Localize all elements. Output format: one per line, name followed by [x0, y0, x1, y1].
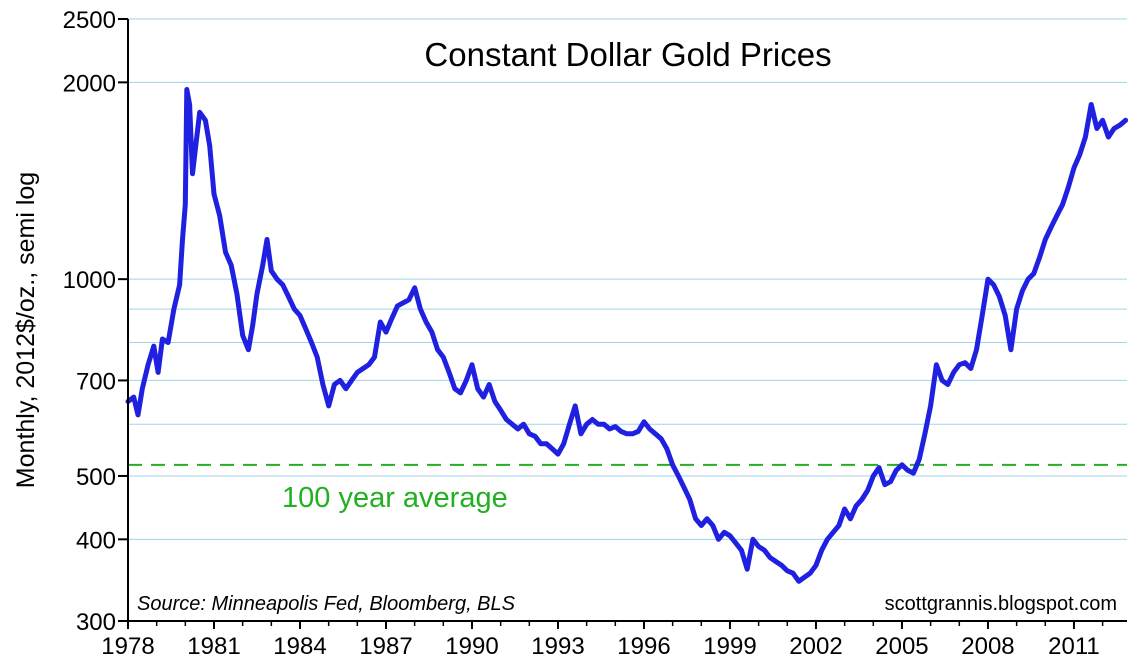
x-tick-label-2005: 2005	[875, 633, 928, 660]
x-tick-label-1978: 1978	[101, 633, 154, 660]
x-tick-label-1996: 1996	[617, 633, 670, 660]
credit-text: scottgrannis.blogspot.com	[885, 593, 1117, 615]
x-tick-label-1993: 1993	[531, 633, 584, 660]
x-tick-label-1981: 1981	[187, 633, 240, 660]
y-tick-label-1000: 1000	[63, 267, 116, 294]
x-tick-label-2008: 2008	[961, 633, 1014, 660]
y-tick-label-700: 700	[76, 368, 116, 395]
x-tick-label-1990: 1990	[445, 633, 498, 660]
y-tick-label-400: 400	[76, 527, 116, 554]
gold-price-line	[125, 87, 1129, 584]
plot-area	[128, 19, 1127, 621]
x-tick-label-2011: 2011	[1048, 633, 1100, 660]
x-tick-label-1984: 1984	[273, 633, 326, 660]
y-axis-label: Monthly, 2012$/oz., semi log	[12, 172, 40, 488]
y-ticks: 300 400 500 700 1000 2000 2500	[63, 7, 128, 636]
y-tick-label-2500: 2500	[63, 7, 116, 34]
source-note: Source: Minneapolis Fed, Bloomberg, BLS	[137, 593, 516, 615]
x-tick-label-1999: 1999	[703, 633, 756, 660]
y-tick-label-500: 500	[76, 464, 116, 491]
reference-line-label: 100 year average	[282, 482, 508, 514]
chart-title: Constant Dollar Gold Prices	[424, 36, 831, 73]
x-ticks: 1978 1981 1984 1987 1990 1993 1996 1999 2002 2005…	[101, 621, 1104, 660]
x-tick-label-2002: 2002	[789, 633, 842, 660]
y-tick-label-2000: 2000	[63, 70, 116, 97]
y-tick-label-300: 300	[76, 609, 116, 636]
x-tick-label-1987: 1987	[359, 633, 412, 660]
